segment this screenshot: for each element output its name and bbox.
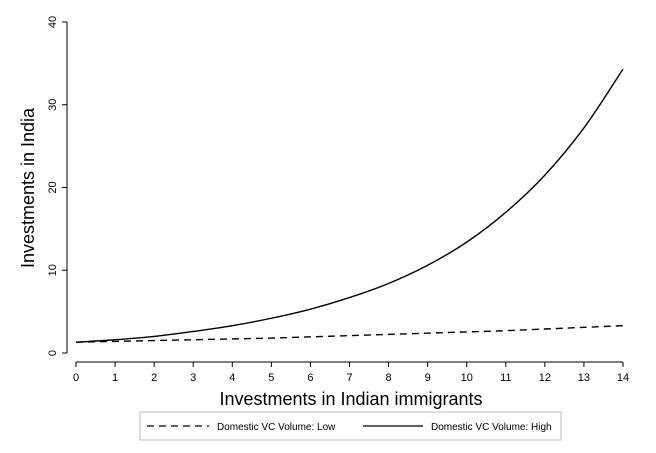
x-tick-label: 12 [539, 372, 551, 384]
x-tick-label: 9 [425, 372, 431, 384]
series-line-high [75, 68, 624, 343]
legend-label-high: Domestic VC Volume: High [431, 422, 552, 433]
x-tick-label: 14 [617, 372, 629, 384]
x-axis: 0 1 2 3 4 5 6 7 8 9 10 11 12 13 14 [73, 361, 629, 384]
y-tick-label: 20 [47, 181, 59, 193]
x-tick-label: 13 [578, 372, 590, 384]
legend: Domestic VC Volume: Low Domestic VC Volu… [139, 411, 562, 441]
plot-lines [75, 68, 624, 343]
legend-label-low: Domestic VC Volume: Low [217, 422, 336, 433]
x-tick-label: 11 [500, 372, 511, 384]
y-tick-label: 0 [47, 350, 59, 356]
x-tick-label: 0 [73, 372, 79, 384]
x-tick-label: 7 [346, 372, 352, 384]
y-axis: 0 10 20 30 40 [47, 16, 68, 356]
x-tick-label: 10 [461, 372, 473, 384]
y-tick-label: 40 [47, 16, 59, 28]
x-tick-label: 2 [151, 372, 157, 384]
x-tick-label: 6 [307, 372, 313, 384]
x-tick-label: 5 [268, 372, 274, 384]
x-tick-label: 1 [112, 372, 118, 384]
y-tick-label: 10 [47, 264, 59, 276]
legend-box [139, 411, 562, 441]
y-axis-title: Investments in India [18, 107, 38, 268]
x-axis-title: Investments in Indian immigrants [219, 389, 482, 409]
series-line-low [75, 324, 624, 343]
y-tick-label: 30 [47, 99, 59, 111]
x-tick-label: 4 [229, 372, 235, 384]
x-tick-label: 8 [386, 372, 392, 384]
x-tick-label: 3 [190, 372, 196, 384]
